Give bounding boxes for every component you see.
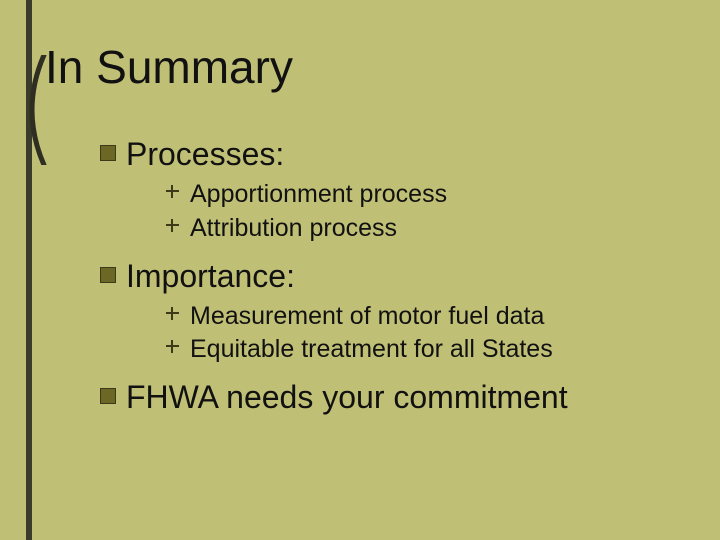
bullet-list-level2: Measurement of motor fuel data Equitable… — [126, 300, 685, 368]
level2-item: Apportionment process — [166, 178, 685, 212]
bullet-list-level1: Processes: Apportionment process Attribu… — [45, 134, 685, 417]
slide-title: In Summary — [45, 40, 685, 94]
level1-label: Processes: — [126, 136, 284, 172]
level2-item: Measurement of motor fuel data — [166, 300, 685, 334]
level2-label: Equitable treatment for all States — [190, 335, 553, 363]
level2-label: Apportionment process — [190, 180, 447, 208]
level2-label: Attribution process — [190, 214, 397, 242]
level1-label: Importance: — [126, 258, 295, 294]
bullet-list-level2: Apportionment process Attribution proces… — [126, 178, 685, 246]
left-vertical-bar — [26, 0, 32, 540]
slide-content: In Summary Processes: Apportionment proc… — [45, 40, 685, 421]
level1-label: FHWA needs your commitment — [126, 379, 568, 415]
level1-item-processes: Processes: Apportionment process Attribu… — [100, 134, 685, 246]
level2-item: Attribution process — [166, 212, 685, 246]
level2-item: Equitable treatment for all States — [166, 333, 685, 367]
level1-item-importance: Importance: Measurement of motor fuel da… — [100, 256, 685, 368]
level1-item-fhwa: FHWA needs your commitment — [100, 377, 685, 417]
level2-label: Measurement of motor fuel data — [190, 302, 544, 330]
